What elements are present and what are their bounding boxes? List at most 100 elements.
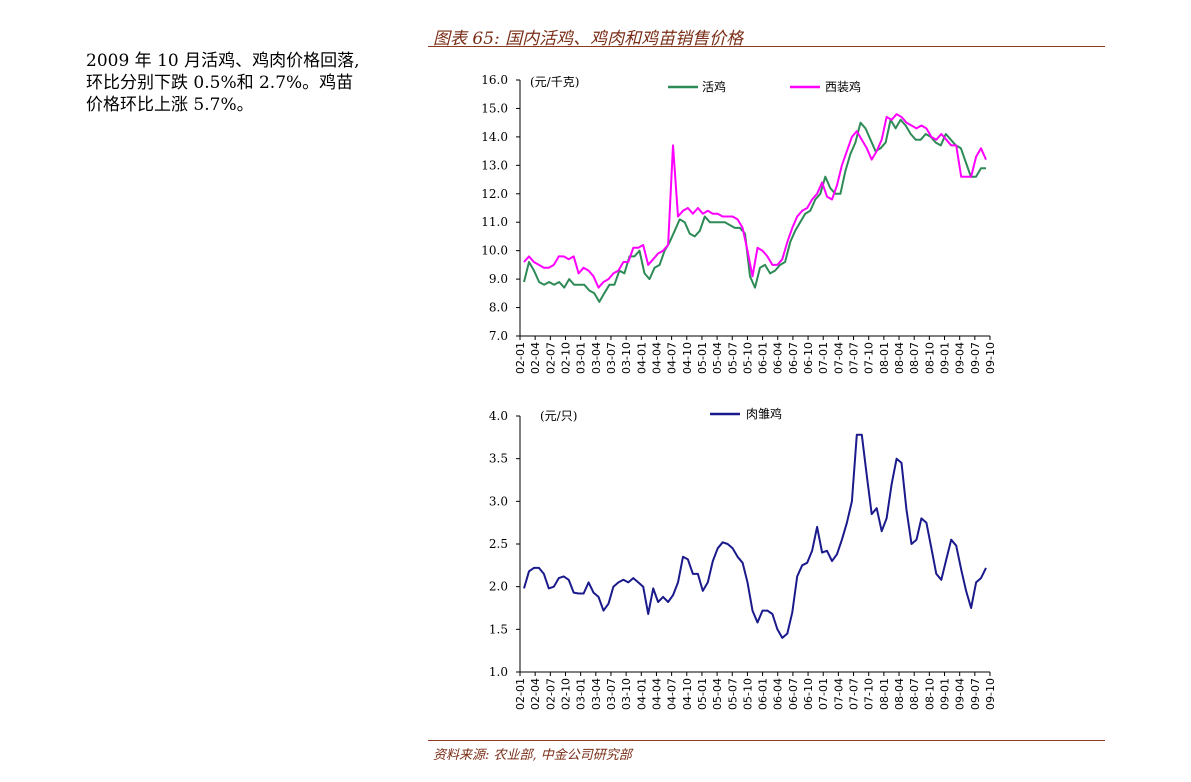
x-tick-label: 09-07 [969, 342, 982, 374]
x-tick-label: 07-01 [817, 342, 830, 374]
x-tick-label: 05-10 [741, 342, 754, 374]
x-tick-label: 06-01 [757, 678, 770, 710]
series-line-2 [523, 113, 987, 289]
x-tick-label: 02-10 [559, 342, 572, 374]
x-tick-label: 02-10 [559, 678, 572, 710]
source-rule [428, 740, 1105, 741]
x-tick-label: 08-04 [893, 342, 906, 374]
x-tick-label: 07-10 [863, 342, 876, 374]
x-tick-label: 08-10 [923, 678, 936, 710]
y-tick-label: 11.0 [481, 215, 508, 229]
x-tick-label: 09-07 [969, 678, 982, 710]
unit-label: (元/千克) [530, 75, 579, 89]
chart-2: 1.0 1.5 2.0 2.5 3.0 3.5 4.0 02-01 02-04 02-07 02-1… [489, 406, 997, 710]
y-tick-label: 2.5 [489, 537, 508, 551]
x-tick-label: 05-10 [741, 678, 754, 710]
x-tick-label: 02-01 [514, 342, 527, 374]
y-tick-label: 13.0 [481, 158, 508, 172]
x-tick-label: 07-04 [832, 678, 845, 710]
y-tick-label: 1.0 [489, 665, 508, 679]
x-tick-label: 02-04 [529, 678, 542, 710]
x-tick-label: 02-01 [514, 678, 527, 710]
x-tick-label: 04-07 [666, 678, 679, 710]
x-tick-label: 08-01 [878, 678, 891, 710]
series-line-1 [523, 118, 986, 303]
legend-label: 肉雏鸡 [746, 406, 782, 421]
x-tick-label: 03-04 [590, 678, 603, 710]
x-tick-label: 05-07 [726, 678, 739, 710]
x-tick-label: 05-01 [696, 678, 709, 710]
y-tick-label: 9.0 [489, 272, 508, 286]
legend-label: 西装鸡 [825, 79, 861, 94]
y-tick-label: 15.0 [481, 101, 508, 115]
y-tick-label: 16.0 [481, 73, 508, 87]
commentary-line-2: 环比分别下跌 0.5%和 2.7%。鸡苗 [86, 73, 354, 93]
commentary-text: 2009 年 10 月活鸡、鸡肉价格回落, 环比分别下跌 0.5%和 2.7%。… [86, 50, 386, 116]
figure-title: 图表 65: 国内活鸡、鸡肉和鸡苗销售价格 [433, 29, 744, 49]
x-tick-label: 05-01 [696, 342, 709, 374]
y-tick-label: 3.0 [489, 494, 508, 508]
x-tick-label: 03-01 [575, 678, 588, 710]
x-tick-label: 06-10 [802, 678, 815, 710]
x-tick-label: 09-01 [939, 342, 952, 374]
x-tick-label: 05-07 [726, 342, 739, 374]
x-tick-label: 07-07 [848, 342, 861, 374]
y-tick-label: 3.5 [489, 452, 508, 466]
x-tick-label: 04-01 [635, 342, 648, 374]
x-tick-label: 06-07 [787, 678, 800, 710]
x-tick-label: 08-01 [878, 342, 891, 374]
x-tick-label: 07-04 [832, 342, 845, 374]
x-tick-label: 04-07 [666, 342, 679, 374]
x-tick-label: 06-10 [802, 342, 815, 374]
x-tick-label: 04-10 [681, 342, 694, 374]
source-note: 资料来源: 农业部, 中金公司研究部 [433, 748, 632, 763]
chart-1: 7.0 8.0 9.0 10.0 11.0 12.0 13.0 14.0 15.0 16.0 02-… [481, 73, 997, 374]
x-tick-label: 02-07 [544, 342, 557, 374]
x-tick-label: 04-10 [681, 678, 694, 710]
title-rule [428, 46, 1105, 47]
x-tick-label: 03-10 [620, 678, 633, 710]
x-tick-label: 07-01 [817, 678, 830, 710]
x-tick-label: 04-04 [650, 678, 663, 710]
x-tick-label: 07-07 [848, 678, 861, 710]
x-tick-label: 06-04 [772, 678, 785, 710]
x-tick-label: 03-07 [605, 678, 618, 710]
x-tick-label: 06-07 [787, 342, 800, 374]
x-tick-label: 03-07 [605, 342, 618, 374]
x-tick-label: 03-10 [620, 342, 633, 374]
commentary-line-3: 价格环比上涨 5.7%。 [86, 95, 254, 115]
x-tick-label: 09-04 [954, 678, 967, 710]
x-tick-label: 09-01 [939, 678, 952, 710]
x-tick-label: 04-04 [650, 342, 663, 374]
x-tick-label: 03-01 [575, 342, 588, 374]
x-tick-label: 06-04 [772, 342, 785, 374]
y-tick-label: 14.0 [481, 130, 508, 144]
y-tick-label: 8.0 [489, 301, 508, 315]
x-tick-label: 09-04 [954, 342, 967, 374]
x-tick-label: 07-10 [863, 678, 876, 710]
x-tick-label: 09-10 [984, 342, 997, 374]
y-tick-label: 12.0 [481, 187, 508, 201]
x-tick-label: 08-07 [908, 678, 921, 710]
unit-label: (元/只) [540, 409, 577, 423]
series-line-1 [523, 433, 987, 639]
x-tick-label: 05-04 [711, 678, 724, 710]
legend-label: 活鸡 [702, 79, 726, 94]
y-tick-label: 10.0 [481, 244, 508, 258]
y-tick-label: 2.0 [489, 580, 508, 594]
y-tick-label: 4.0 [489, 409, 508, 423]
commentary-line-1: 2009 年 10 月活鸡、鸡肉价格回落, [86, 51, 360, 71]
x-tick-label: 02-07 [544, 678, 557, 710]
x-tick-label: 09-10 [984, 678, 997, 710]
x-tick-label: 05-04 [711, 342, 724, 374]
x-tick-label: 02-04 [529, 342, 542, 374]
x-tick-label: 08-10 [923, 342, 936, 374]
x-tick-label: 08-04 [893, 678, 906, 710]
y-tick-label: 1.5 [489, 622, 508, 636]
x-tick-label: 03-04 [590, 342, 603, 374]
x-tick-label: 04-01 [635, 678, 648, 710]
x-tick-label: 06-01 [757, 342, 770, 374]
x-tick-label: 08-07 [908, 342, 921, 374]
y-tick-label: 7.0 [489, 329, 508, 343]
